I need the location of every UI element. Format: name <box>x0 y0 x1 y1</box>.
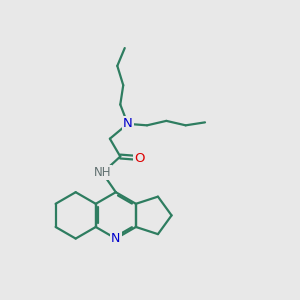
Text: N: N <box>123 117 133 130</box>
Text: NH: NH <box>94 167 111 179</box>
Text: N: N <box>111 232 121 245</box>
Text: O: O <box>134 152 145 164</box>
